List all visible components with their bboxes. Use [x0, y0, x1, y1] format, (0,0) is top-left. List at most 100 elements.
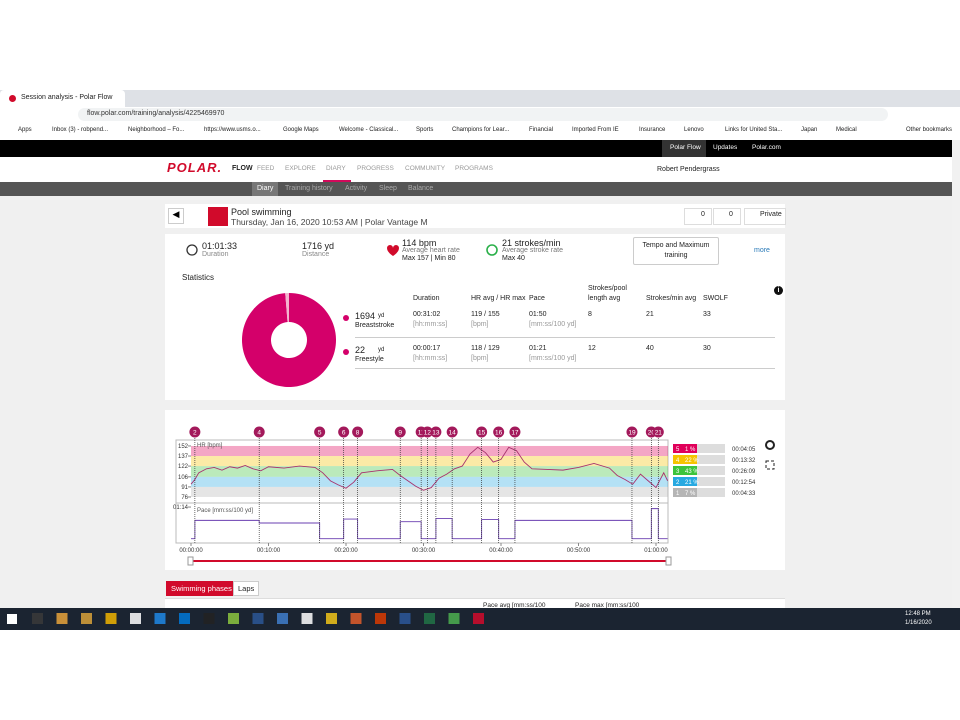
subnav-item[interactable]: Sleep [379, 185, 397, 192]
tab-button[interactable]: Swimming phases [166, 581, 237, 596]
zone-number: 3 [676, 469, 680, 475]
bookmark[interactable]: Lenovo [684, 127, 704, 133]
table-cell: 12 [588, 345, 596, 352]
table-cell: 40 [646, 345, 654, 352]
topbar-link[interactable]: Updates [713, 144, 738, 151]
lap-label: 6 [342, 430, 346, 437]
taskbar-icon [252, 613, 264, 624]
legend-dot [343, 315, 349, 321]
nav-item[interactable]: DIARY [326, 165, 346, 172]
stroke-rate: 21 strokes/min [502, 238, 561, 248]
lap-marker [421, 426, 433, 438]
tab-button[interactable]: Laps [233, 581, 260, 596]
nav-item[interactable]: COMMUNITY [405, 165, 446, 172]
product[interactable]: FLOW [232, 165, 253, 172]
bookmark[interactable]: Champions for Lear... [452, 127, 510, 133]
lap-marker [253, 426, 265, 438]
taskbar-icon [448, 613, 460, 624]
taskbar-icon [130, 613, 141, 624]
table-cell: 8 [588, 311, 592, 318]
start-button[interactable] [7, 614, 17, 624]
nav-item[interactable]: EXPLORE [285, 165, 316, 172]
subnav-item[interactable]: Activity [345, 185, 368, 192]
zone-bar [673, 477, 725, 486]
address-bar[interactable] [78, 108, 888, 121]
lap-label: 20 [648, 430, 656, 437]
table-cell: 33 [703, 311, 711, 318]
tempo-button[interactable] [633, 237, 719, 265]
stroke-icon [486, 244, 498, 256]
column-header: Strokes/min avg [646, 295, 697, 302]
bookmark[interactable]: Inbox (3) - robpend... [52, 127, 109, 133]
zone-number: 2 [676, 480, 680, 486]
bookmark[interactable]: Financial [529, 127, 554, 133]
taskbar-icon [154, 613, 166, 624]
user-name[interactable]: Robert Pendergrass [657, 166, 720, 173]
x-tick-label: 00:30:00 [412, 548, 436, 554]
x-tick-label: 00:00:00 [179, 548, 203, 554]
hr-title: HR [bpm] [197, 443, 223, 449]
topbar-link[interactable]: Polar.com [752, 144, 781, 151]
logo[interactable]: POLAR. [167, 160, 223, 175]
bookmark[interactable]: Medical [836, 127, 857, 133]
info-icon[interactable]: i [774, 286, 783, 295]
url[interactable]: flow.polar.com/training/analysis/4225469… [87, 110, 225, 117]
table-header: Pace max [mm:ss/100 [575, 602, 640, 609]
more-link[interactable]: more [754, 247, 770, 254]
column-header: HR avg / HR max [471, 295, 526, 302]
taskbar-icon [203, 613, 215, 624]
topbar-link[interactable]: Polar Flow [670, 144, 701, 151]
column-header: Pace [529, 295, 545, 302]
bookmark[interactable]: Neighborhood – Fo... [128, 127, 185, 133]
bookmark[interactable]: Google Maps [283, 127, 319, 133]
like-button[interactable] [684, 208, 712, 225]
bookmark[interactable]: Japan [801, 127, 818, 133]
active-tab[interactable] [0, 90, 125, 107]
bookmark[interactable]: Insurance [639, 127, 666, 133]
duration-label: Duration [202, 251, 229, 258]
back-button[interactable]: ◀ [168, 208, 184, 224]
subnav-item[interactable]: Diary [257, 185, 274, 192]
likes[interactable]: 0 [701, 211, 705, 218]
scrollbar [952, 140, 960, 608]
nav-item[interactable]: PROGRAMS [455, 165, 493, 172]
table-cell: 00:00:17 [413, 345, 441, 352]
lap-marker [338, 426, 350, 438]
table-cell: [mm:ss/100 yd] [529, 355, 577, 362]
nav-item[interactable]: FEED [257, 165, 275, 172]
nav-item[interactable]: PROGRESS [357, 165, 394, 172]
lap-label: 9 [398, 430, 402, 437]
bookmark[interactable]: Imported From IE [572, 127, 619, 133]
bookmark[interactable]: Sports [416, 127, 434, 133]
bookmark[interactable]: Welcome - Classical... [339, 127, 399, 133]
zone-time: 00:12:54 [732, 480, 756, 486]
settings-icon [765, 440, 775, 450]
legend-value: 1694 [355, 311, 376, 321]
tempo-label[interactable]: Tempo and Maximum training [642, 242, 710, 259]
privacy[interactable]: Private [760, 211, 782, 218]
zone-swatch [673, 455, 697, 464]
duration: 01:01:33 [202, 241, 238, 251]
lap-marker [493, 426, 505, 438]
privacy-button[interactable] [744, 208, 786, 225]
table-cell: 00:31:02 [413, 311, 441, 318]
taskbar-icon [399, 613, 411, 624]
tab-title[interactable]: Session analysis - Polar Flow [21, 94, 113, 101]
taskbar-icon [350, 613, 362, 624]
subnav-item[interactable]: Balance [408, 185, 434, 192]
taskbar-icon [81, 613, 92, 624]
bookmark[interactable]: Other bookmarks [906, 127, 953, 133]
comments[interactable]: 0 [729, 211, 733, 218]
taskbar-icon [375, 613, 386, 624]
subnav-item[interactable]: Training history [285, 185, 333, 192]
bookmark[interactable]: Apps [18, 127, 32, 133]
bookmark[interactable]: Links for United Sta... [725, 127, 783, 133]
comment-button[interactable] [713, 208, 741, 225]
table-cell: [hh:mm:ss] [413, 355, 448, 362]
zone-bar [673, 444, 725, 453]
lap-label: 19 [628, 430, 636, 437]
bookmark[interactable]: https://www.usms.o... [204, 127, 261, 133]
lap-label: 2 [193, 430, 197, 437]
column-header: Duration [413, 295, 440, 302]
y-tick-label: 91 [181, 485, 188, 491]
